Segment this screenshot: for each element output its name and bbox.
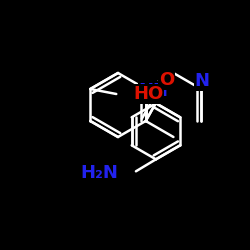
Text: NH: NH	[139, 82, 169, 100]
Text: H₂N: H₂N	[80, 164, 118, 182]
Text: N: N	[195, 72, 210, 90]
Text: HO: HO	[133, 85, 164, 103]
Text: O: O	[159, 71, 174, 89]
